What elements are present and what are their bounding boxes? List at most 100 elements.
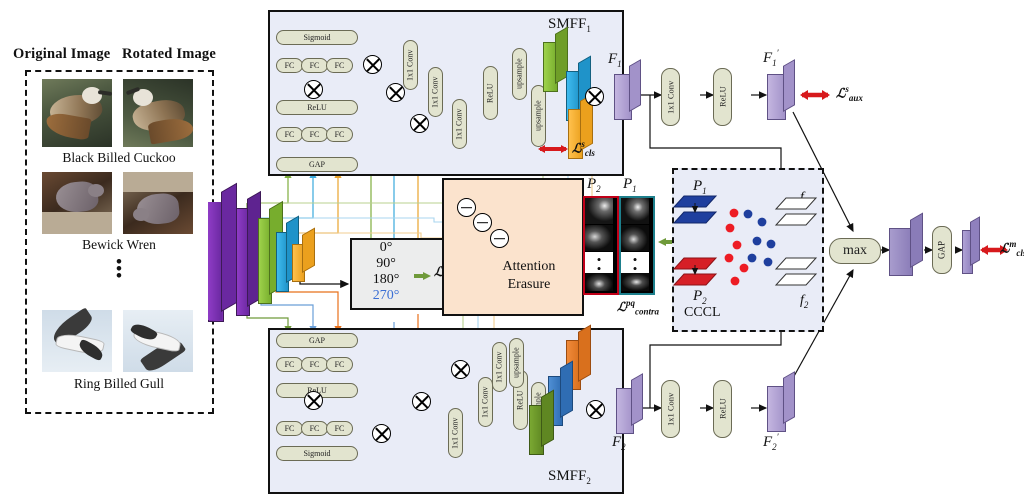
bird-image-gull-original [42,307,112,372]
smff2-multiply-out [586,400,605,419]
featuremap-p2-letter: P [587,176,597,192]
rotation-angle-0: 0° [379,240,393,255]
branch-top-out-prime: ′ [776,48,779,58]
cccl-panel [672,168,824,332]
smff2-output-index: 2 [621,442,626,452]
cccl-title: CCCL [684,305,721,320]
bird-image-wren-rotated [123,172,193,234]
contra-loss-sub: contra [635,306,660,317]
smff2-fc-3: FC [326,357,353,372]
smff2-sigmoid: Sigmoid [276,446,358,461]
featuremap-p1-index: 1 [632,184,637,194]
rotation-loss-symbol: ℒ [434,264,444,279]
featuremap-p2-index: 2 [596,184,601,194]
class-label-gull: Ring Billed Gull [73,376,164,391]
cccl-f2-index: 2 [803,299,809,310]
smff2-title-index: 2 [586,476,591,486]
fusion-loss-label: ℒmcls [1000,239,1024,258]
smff2-output-label: F2 [612,434,626,452]
cccl-p2-index: 2 [702,296,707,306]
branch-top-conv: 1x1 Conv [661,68,680,126]
featuremap-cell [621,225,649,251]
branch-top-loss-arrow [800,88,830,107]
class-label-cuckoo: Black Billed Cuckoo [62,150,176,165]
contra-loss-sup: pq [626,298,636,308]
smff1-gap: GAP [276,157,358,172]
smff2-fc-5: FC [301,421,328,436]
backbone-stack [208,182,315,322]
branch-bottom-out-letter: F [763,434,773,450]
smff1-multiply-3 [410,114,429,133]
rotation-angles: 0° 90° 180° 270° [358,240,414,304]
featuremap-cell [621,273,649,291]
featuremap-cell [585,273,613,291]
fusion-loss-sub: cls [1016,247,1024,258]
smff1-title-index: 1 [586,24,591,34]
attention-erasure-label: Attention Erasure [482,258,576,294]
bird-image-wren-original [42,172,112,234]
branch-bottom-output-block-top [783,371,795,424]
featuremap-p2-label: P2 [587,176,601,194]
bird-image-cuckoo-original [42,79,113,147]
smff1-output-letter: F [608,51,618,67]
branch-top-out-letter: F [763,50,773,66]
smff2-se-multiply [304,391,323,410]
rotation-angle-270: 270° [372,288,400,303]
branch-bottom-out-index: 2 [772,442,777,452]
cccl-f2-letter: f [800,293,804,308]
smff1-fc-3: FC [326,58,353,73]
bird-image-cuckoo-rotated [123,79,195,147]
fusion-gap: GAP [932,226,952,274]
branch-bottom-out-prime: ′ [776,432,779,442]
attention-erasure-op-1 [457,198,476,217]
attention-erasure-op-2 [473,213,492,232]
rotation-arrow-icon [414,268,432,286]
smff1-title: SMFF1 [548,16,591,34]
smff1-se-multiply [304,80,323,99]
smff1-output-label: F1 [608,51,622,69]
featuremap-p1-letter: P [623,176,633,192]
branch-top-relu: ReLU [713,68,732,126]
rotated-image-title: Rotated Image [122,46,217,62]
fusion-loss-sup: m [1009,239,1017,249]
branch-bottom-output-label: F2′ [763,432,779,452]
branch-top-output-label: F1′ [763,48,779,68]
smff1-multiply-out [585,87,604,106]
branch-top-output-block-top [783,59,795,112]
featuremap-cell [621,198,649,224]
smff1-multiply-1 [363,55,382,74]
smff1-loss-label: ℒscls [572,139,595,158]
smff2-fc-4: FC [276,421,303,436]
featuremap-strip-p2: ••• [583,196,619,295]
fusion-block [889,228,913,276]
smff1-output-index: 1 [617,59,622,69]
cccl-p2-label: P2 [693,288,707,306]
smff2-multiply-2 [412,392,431,411]
branch-top-loss-symbol: ℒ [836,85,846,101]
contra-loss-label: ℒpqcontra [617,298,659,317]
fusion-output-block-top [970,216,980,266]
rotation-angle-180: 180° [372,272,400,287]
smff1-loss-symbol: ℒ [572,140,582,156]
attention-erasure-line1: Attention [502,259,556,274]
featuremap-cell [585,225,613,251]
fusion-loss-symbol: ℒ [1000,240,1010,256]
branch-bottom-relu: ReLU [713,380,732,438]
smff2-gap: GAP [276,333,358,348]
bird-image-gull-rotated [123,310,193,375]
original-image-title: Original Image [13,46,111,62]
branch-top-out-index: 1 [772,58,777,68]
rotation-angle-90: 90° [376,256,396,271]
cccl-p1-letter: P [693,178,703,194]
branch-bottom-conv: 1x1 Conv [661,380,680,438]
smff2-output-letter: F [612,434,622,450]
cccl-p2-letter: P [693,288,703,304]
smff2-fc-6: FC [326,421,353,436]
smff1-multiply-2 [386,83,405,102]
branch-top-loss-label: ℒsaux [836,84,863,103]
branch-top-loss-sup: s [845,84,849,94]
smff2-multiply-1 [451,360,470,379]
class-label-wren: Bewick Wren [82,237,156,252]
